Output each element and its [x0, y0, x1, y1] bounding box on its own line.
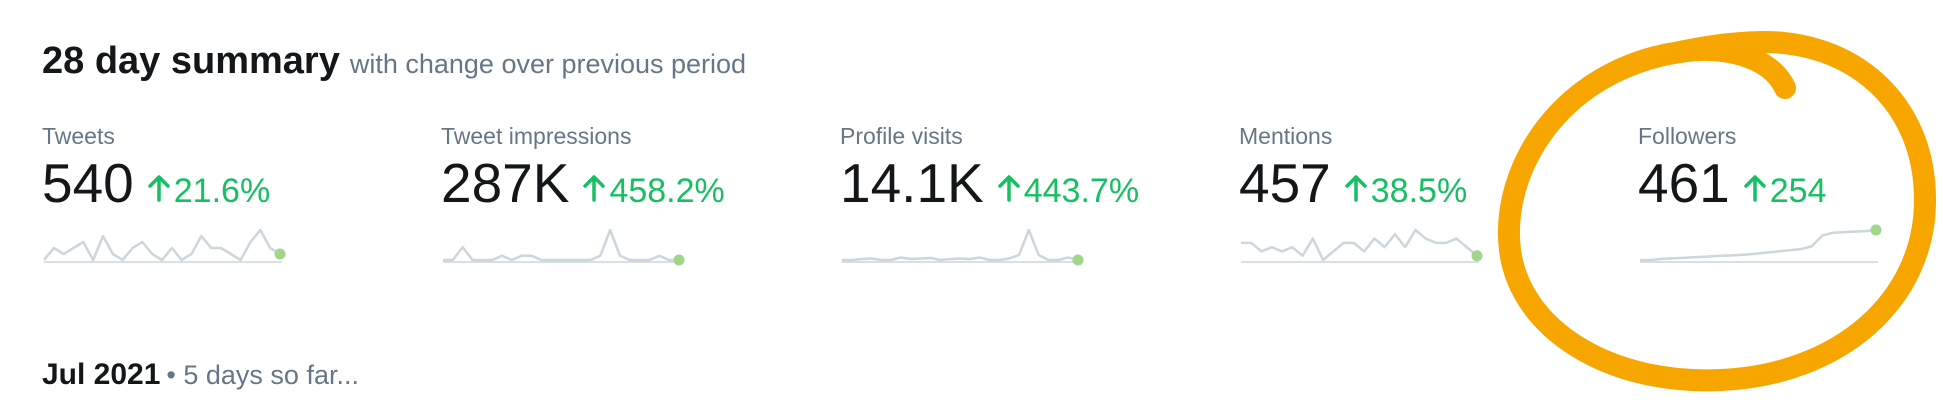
up-arrow-shape	[997, 175, 1020, 202]
metric-label: Profile visits	[840, 123, 963, 149]
metric-card: Followers 461 254	[1638, 122, 1943, 263]
sparkline	[1640, 224, 1882, 263]
metric-value: 14.1K	[840, 152, 984, 214]
metric-card: Profile visits 14.1K 443.7%	[840, 122, 1230, 266]
sparkline-end-dot	[274, 248, 286, 260]
metric-card: Tweet impressions 287K 458.2%	[441, 122, 831, 266]
metric-card: Mentions 457 38.5%	[1239, 122, 1629, 263]
metric-change: 38.5%	[1345, 172, 1467, 211]
metric-change: 21.6%	[148, 172, 270, 211]
sparkline-line	[43, 228, 281, 262]
metric-row: 457 38.5%	[1239, 152, 1629, 214]
up-arrow-shape	[1744, 175, 1766, 202]
sparkline	[1241, 228, 1483, 263]
metric-row: 14.1K 443.7%	[840, 152, 1230, 214]
sparkline-end-dot	[673, 254, 685, 266]
metric-value: 461	[1638, 152, 1730, 214]
month-heading: Jul 2021 • 5 days so far...	[42, 358, 359, 392]
metric-change-text: 21.6%	[173, 172, 271, 210]
up-arrow	[997, 175, 1020, 202]
up-arrow	[1345, 175, 1367, 202]
metric-card: Tweets 540 21.6%	[42, 122, 432, 263]
month-title: Jul 2021	[42, 358, 161, 391]
metric-change-text: 38.5%	[1370, 172, 1468, 210]
metric-label: Mentions	[1239, 123, 1333, 149]
up-arrow	[148, 175, 170, 202]
sparkline-line	[1241, 228, 1478, 262]
sparkline	[842, 228, 1084, 266]
subtitle: with change over previous period	[349, 49, 747, 79]
metric-value: 457	[1239, 152, 1331, 214]
metric-row: 287K 458.2%	[441, 152, 831, 214]
sparkline-line	[1640, 228, 1877, 262]
sparkline-line	[842, 228, 1079, 262]
metric-change: 254	[1744, 172, 1827, 211]
sparkline	[443, 228, 685, 266]
sparkline-end-dot	[1870, 224, 1882, 236]
month-note: • 5 days so far...	[166, 360, 359, 390]
up-arrow-shape	[148, 175, 170, 202]
metric-label: Followers	[1638, 123, 1737, 149]
title: 28 day summary	[42, 40, 340, 82]
metric-label: Tweet impressions	[441, 123, 632, 149]
up-arrow-shape	[1345, 175, 1367, 202]
up-arrow	[1744, 175, 1766, 202]
sparkline-end-dot	[1471, 250, 1483, 262]
metric-row: 540 21.6%	[42, 152, 432, 214]
metric-row: 461 254	[1638, 152, 1943, 214]
up-arrow-shape	[583, 175, 606, 202]
sparkline-line	[443, 228, 679, 262]
metric-change: 458.2%	[583, 172, 725, 211]
metric-value: 287K	[441, 152, 570, 214]
sparkline	[43, 228, 286, 263]
sparkline-end-dot	[1072, 254, 1084, 266]
metric-label: Tweets	[42, 123, 115, 149]
metric-change-text: 458.2%	[609, 172, 725, 210]
metric-change-text: 254	[1769, 172, 1827, 210]
up-arrow	[583, 175, 606, 202]
metric-value: 540	[42, 152, 134, 214]
summary-heading: 28 day summary with change over previous …	[42, 40, 746, 83]
metric-change: 443.7%	[997, 172, 1140, 211]
metric-change-text: 443.7%	[1023, 172, 1140, 210]
